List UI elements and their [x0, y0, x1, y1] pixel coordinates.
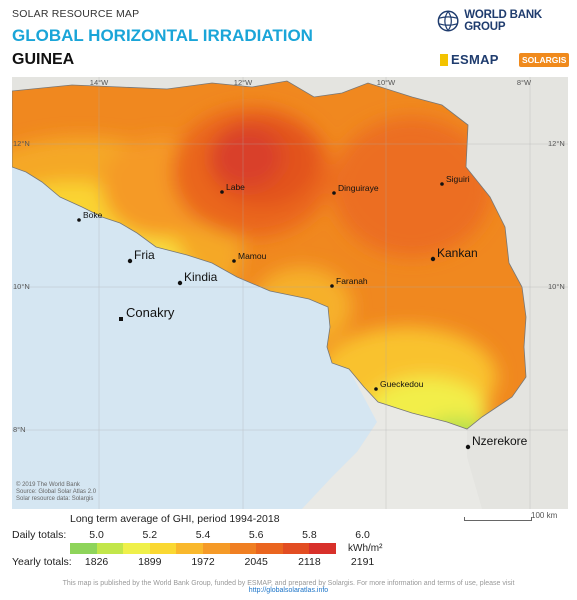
yearly-totals-label: Yearly totals:: [12, 556, 72, 568]
yearly-tick-label: 2118: [298, 556, 321, 568]
world-bank-logo: WORLD BANK GROUP: [437, 9, 577, 33]
svg-text:Boke: Boke: [83, 210, 103, 220]
legend-swatch: [309, 543, 336, 554]
city-kindia: Kindia: [177, 270, 218, 286]
legend-swatch: [96, 543, 124, 554]
svg-text:Conakry: Conakry: [126, 305, 175, 320]
footer-link[interactable]: http://globalsolaratlas.info: [248, 587, 329, 594]
lat-label: 8°N: [13, 425, 26, 434]
esmap-mark-icon: [440, 53, 448, 66]
lon-label: 14°W: [90, 78, 109, 87]
lon-label: 8°W: [517, 78, 532, 87]
daily-tick-label: 5.0: [89, 529, 104, 541]
daily-totals-label: Daily totals:: [12, 529, 67, 541]
svg-text:Faranah: Faranah: [336, 276, 368, 286]
legend-swatch: [70, 543, 97, 554]
globe-icon: [437, 10, 459, 32]
svg-text:Solar resource data: Solargis: Solar resource data: Solargis: [16, 496, 93, 502]
city-faranah: Faranah: [330, 276, 368, 288]
legend-swatch: [123, 543, 150, 554]
yearly-tick-label: 1899: [138, 556, 162, 568]
svg-text:Nzerekore: Nzerekore: [472, 434, 528, 448]
svg-text:Gueckedou: Gueckedou: [380, 379, 424, 389]
yearly-tick-label: 1826: [84, 556, 109, 568]
lon-label: 10°W: [377, 78, 396, 87]
map: 14°W 12°W 10°W 8°W 12°N 10°N 8°N 12°N 10…: [12, 77, 568, 509]
daily-tick-label: 5.6: [248, 529, 264, 541]
esmap-text: ESMAP: [451, 52, 499, 67]
neighbour-land-south: [302, 369, 482, 509]
svg-text:Fria: Fria: [134, 248, 155, 262]
ocean: [12, 167, 378, 509]
scale-bar-line: [464, 517, 532, 521]
yearly-tick-label: 2191: [350, 556, 375, 568]
lon-label: 12°W: [234, 78, 253, 87]
city-kankan: Kankan: [430, 246, 478, 262]
lat-label: 12°N: [548, 139, 565, 148]
esmap-logo: ESMAP: [440, 52, 499, 67]
city-mamou: Mamou: [232, 251, 267, 263]
svg-text:Source: Global Solar Atlas 2.0: Source: Global Solar Atlas 2.0: [16, 489, 97, 495]
daily-tick-label: 6.0: [355, 529, 370, 541]
daily-tick-label: 5.2: [142, 529, 158, 541]
city-labe: Labe: [220, 182, 245, 194]
daily-tick-label: 5.8: [302, 529, 317, 541]
legend-swatch: [176, 543, 203, 554]
legend-swatch: [202, 543, 230, 554]
legend-swatch: [282, 543, 310, 554]
city-gueckedou: Gueckedou: [374, 379, 424, 391]
footer-text: This map is published by the World Bank …: [62, 580, 515, 587]
legend-swatch: [149, 543, 177, 554]
city-nzerekore: Nzerekore: [465, 434, 528, 450]
legend-subtitle: Long term average of GHI, period 1994-20…: [70, 513, 280, 525]
scale-label: 100 km: [531, 511, 558, 520]
yearly-tick-label: 1972: [191, 556, 215, 568]
solargis-logo: SOLARGIS: [519, 53, 570, 67]
page-title: GLOBAL HORIZONTAL IRRADIATION: [12, 26, 313, 45]
map-credits: © 2019 The World Bank Source: Global Sol…: [16, 481, 97, 502]
city-conakry: Conakry: [119, 305, 175, 321]
svg-text:Siguiri: Siguiri: [446, 174, 470, 184]
daily-tick-label: 5.4: [195, 529, 211, 541]
country-title: GUINEA: [12, 51, 75, 68]
legend-swatch: [229, 543, 257, 554]
legend-swatch: [256, 543, 283, 554]
legend-unit: kWh/m²: [348, 543, 383, 554]
city-dinguiraye: Dinguiraye: [332, 183, 379, 195]
svg-text:Kankan: Kankan: [437, 246, 478, 260]
city-fria: Fria: [127, 248, 155, 264]
lat-label: 10°N: [13, 282, 30, 291]
lat-label: 12°N: [13, 139, 30, 148]
lat-label: 10°N: [548, 282, 565, 291]
graticule: [12, 77, 568, 509]
yearly-tick-label: 2045: [244, 556, 268, 568]
legend-color-bar: [70, 543, 336, 554]
svg-text:Labe: Labe: [226, 182, 245, 192]
svg-text:Dinguiraye: Dinguiraye: [338, 183, 379, 193]
svg-text:Mamou: Mamou: [238, 251, 267, 261]
footer-note: This map is published by the World Bank …: [30, 580, 547, 594]
svg-text:© 2019 The World Bank: © 2019 The World Bank: [16, 481, 81, 488]
city-siguiri: Siguiri: [440, 174, 470, 186]
small-title: SOLAR RESOURCE MAP: [12, 8, 140, 20]
svg-text:Kindia: Kindia: [184, 270, 218, 284]
city-boke: Boke: [77, 210, 103, 222]
world-bank-text: WORLD BANK GROUP: [464, 9, 543, 33]
